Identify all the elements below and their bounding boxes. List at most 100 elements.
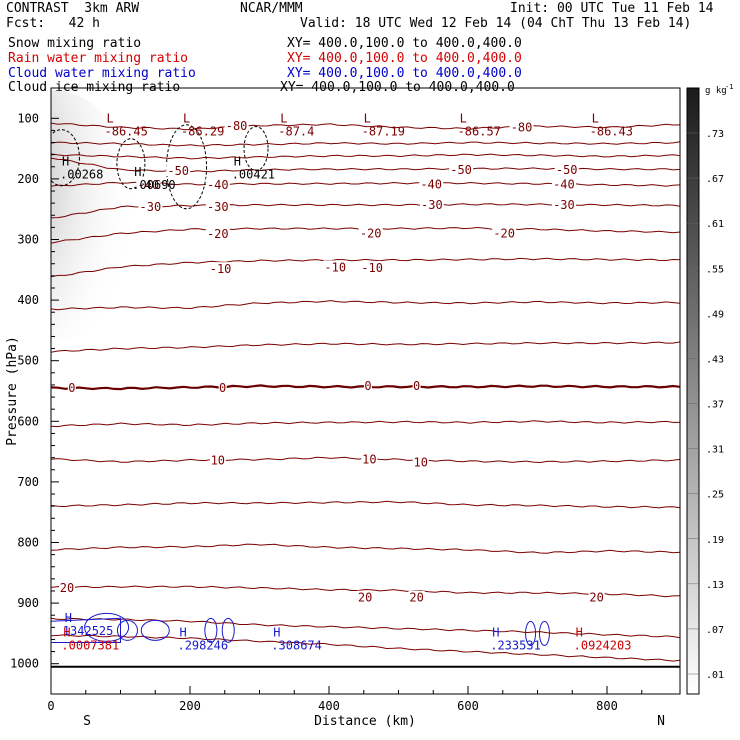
- contour-label: -40: [553, 177, 575, 191]
- colorbar-label: .19: [706, 535, 724, 546]
- contour-label: -30: [207, 200, 229, 214]
- contour-label-bg: [357, 590, 374, 603]
- contour-label: 0: [413, 379, 420, 393]
- y-tick-label: 600: [17, 414, 39, 428]
- low-marker: L: [364, 112, 371, 126]
- header-project: CONTRAST 3km ARW: [6, 1, 140, 16]
- colorbar: [686, 87, 700, 695]
- contour-line--15: [51, 257, 680, 278]
- x-tick-label: 400: [318, 699, 340, 713]
- contour-label: -10: [324, 260, 346, 274]
- colorbar-unit: g kg: [705, 86, 727, 96]
- low-value: -86.43: [590, 125, 633, 139]
- contour-label-bg: [509, 120, 534, 133]
- header-fcst: Fcst: 42 h: [6, 16, 100, 31]
- contour-line--80: [51, 122, 680, 131]
- contour-label: -10: [210, 262, 232, 276]
- contour-label: -80: [226, 119, 248, 133]
- high-value: .0924203: [574, 638, 632, 652]
- contour-label: -20: [493, 226, 515, 240]
- contour-label: -50: [450, 163, 472, 177]
- contour-line--5: [51, 341, 680, 353]
- high-value: .0007381: [61, 638, 119, 652]
- high-marker: H: [62, 155, 69, 169]
- high-marker: H: [65, 611, 72, 625]
- y-axis-title: Pressure (hPa): [5, 336, 20, 446]
- low-marker: L: [107, 112, 114, 126]
- colorbar-label: .73: [706, 129, 724, 140]
- high-value: .00421: [232, 168, 275, 182]
- high-marker: H: [63, 625, 70, 639]
- contour-label: 20: [589, 591, 603, 605]
- low-marker: L: [592, 112, 599, 126]
- contour-label: -40: [207, 178, 229, 192]
- high-marker: H: [234, 155, 241, 169]
- contour-line-25: [51, 634, 680, 662]
- colorbar-label: .13: [706, 580, 724, 591]
- cloud-ice-contour: [51, 129, 80, 187]
- high-value: .308674: [271, 638, 322, 652]
- contour-label: 0: [364, 379, 371, 393]
- contour-line-5: [51, 420, 680, 428]
- south-label: S: [83, 714, 91, 729]
- y-tick-label: 700: [17, 475, 39, 489]
- y-tick-label: 100: [17, 111, 39, 125]
- legend-snow-xy: XY= 400.0,100.0 to 400.0,400.0: [287, 36, 522, 51]
- low-value: -86.45: [105, 125, 148, 139]
- contour-line-20: [51, 585, 680, 598]
- contour-label-bg: [412, 455, 429, 468]
- colorbar-label: .67: [706, 174, 724, 185]
- legend-cloud-water-xy: XY= 400.0,100.0 to 400.0,400.0: [287, 66, 522, 81]
- low-marker: L: [460, 112, 467, 126]
- contour-label: -10: [361, 261, 383, 275]
- contour-label-bg: [588, 590, 605, 603]
- high-value: .00690: [132, 178, 175, 192]
- contour-label: 10: [414, 456, 428, 470]
- low-value: -87.4: [278, 125, 314, 139]
- y-tick-label: 500: [17, 354, 39, 368]
- snow-shading: [51, 90, 141, 340]
- x-tick-label: 600: [457, 699, 479, 713]
- cloud-ice-contour: [243, 126, 269, 172]
- colorbar-label: .07: [706, 625, 724, 636]
- colorbar-label: .37: [706, 400, 724, 411]
- cloud-water-contour: [51, 617, 122, 643]
- cloud-water-contour: [538, 620, 550, 646]
- contour-label: 20: [358, 591, 372, 605]
- contour-label-bg: [205, 227, 230, 240]
- contour-line--60: [51, 153, 680, 160]
- high-marker: H: [273, 625, 280, 639]
- contour-label-bg: [205, 177, 230, 190]
- cloud-water-contour: [221, 617, 235, 643]
- contour-label-bg: [412, 379, 421, 392]
- colorbar-label: .25: [706, 490, 724, 501]
- colorbar-unit-exponent: -1: [725, 83, 733, 91]
- contour-label: -50: [556, 163, 578, 177]
- high-marker: H: [492, 625, 499, 639]
- high-value: 1342525: [63, 624, 114, 638]
- contour-label: -30: [553, 198, 575, 212]
- x-tick-label: 800: [596, 699, 618, 713]
- cloud-water-contour: [525, 620, 537, 646]
- contour-label: 10: [211, 454, 225, 468]
- contour-line-15: [51, 500, 680, 509]
- contour-label: 0: [219, 381, 226, 395]
- low-marker: L: [183, 112, 190, 126]
- contour-label: -40: [137, 178, 159, 192]
- contour-label: 20: [60, 581, 74, 595]
- contour-label-bg: [136, 177, 161, 190]
- contour-label-bg: [205, 199, 230, 212]
- high-marker: H: [576, 625, 583, 639]
- high-value: .233531: [490, 638, 541, 652]
- contour-label: -50: [167, 164, 189, 178]
- contour-label: -20: [360, 226, 382, 240]
- contour-label-bg: [166, 164, 191, 177]
- contour-label: 10: [362, 452, 376, 466]
- colorbar-label: .49: [706, 309, 724, 320]
- header-valid: Valid: 18 UTC Wed 12 Feb 14 (04 ChT Thu …: [300, 16, 692, 31]
- contour-label-bg: [358, 226, 383, 239]
- colorbar-label: .31: [706, 445, 724, 456]
- contour-line--10: [51, 300, 680, 311]
- contour-label: 0: [68, 381, 75, 395]
- low-value: -86.29: [181, 125, 224, 139]
